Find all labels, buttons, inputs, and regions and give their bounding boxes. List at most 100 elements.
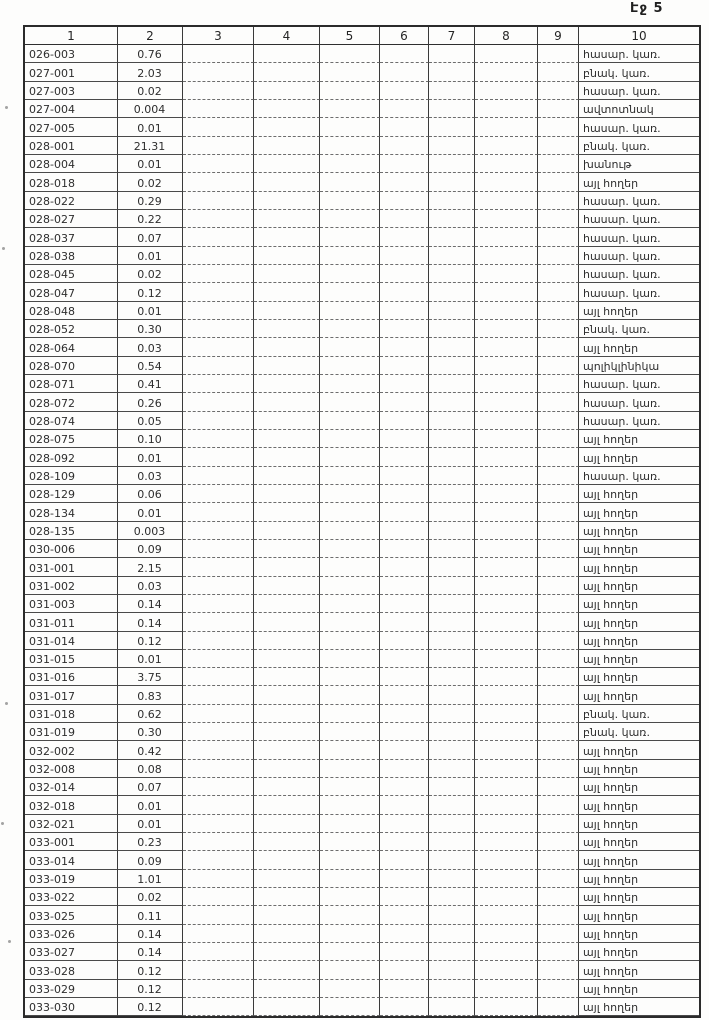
parcel-code: 032-014 — [25, 778, 118, 797]
empty-cell — [538, 576, 579, 595]
empty-cell — [320, 319, 380, 339]
empty-cell — [475, 503, 538, 522]
empty-cell — [429, 448, 475, 467]
empty-cell — [429, 429, 475, 449]
table-row: 030-006 0.09 այլ հողեր — [25, 539, 699, 559]
empty-cell — [475, 393, 538, 412]
empty-cell — [475, 81, 538, 100]
empty-cell — [429, 264, 475, 284]
table-body: 026-003 0.76 հասար. կառ. 027-001 2.03 բնակ. կ… — [25, 45, 699, 1017]
land-use-category: հասար. կառ. — [579, 247, 699, 265]
parcel-code: 033-029 — [25, 979, 118, 999]
empty-cell — [429, 723, 475, 742]
empty-cell — [380, 869, 429, 889]
area-value: 0.01 — [118, 118, 183, 137]
table-row: 028-092 0.01 այլ հողեր — [25, 448, 699, 467]
scan-speck-artifact — [8, 940, 11, 943]
empty-cell — [183, 979, 254, 999]
parcel-code: 028-135 — [25, 521, 118, 540]
empty-cell — [254, 961, 320, 980]
empty-cell — [183, 503, 254, 522]
empty-cell — [254, 356, 320, 375]
empty-cell — [429, 319, 475, 339]
empty-cell — [538, 998, 579, 1017]
empty-cell — [538, 943, 579, 962]
empty-cell — [254, 741, 320, 760]
table-row: 028-018 0.02 այլ հողեր — [25, 173, 699, 192]
table-row: 028-135 0.003 այլ հողեր — [25, 521, 699, 540]
empty-cell — [380, 998, 429, 1017]
parcel-code: 031-003 — [25, 594, 118, 614]
empty-cell — [183, 264, 254, 284]
empty-cell — [183, 851, 254, 870]
land-use-category: այլ հողեր — [579, 558, 699, 577]
empty-cell — [475, 943, 538, 962]
empty-cell — [475, 283, 538, 302]
empty-cell — [183, 943, 254, 962]
parcel-code: 031-001 — [25, 558, 118, 577]
table-row: 032-018 0.01 այլ հողեր — [25, 796, 699, 815]
empty-cell — [254, 503, 320, 522]
empty-cell — [538, 704, 579, 724]
empty-cell — [380, 888, 429, 907]
empty-cell — [429, 576, 475, 595]
empty-cell — [320, 338, 380, 357]
parcel-code: 028-134 — [25, 503, 118, 522]
parcel-code: 028-022 — [25, 191, 118, 210]
empty-cell — [183, 741, 254, 760]
empty-cell — [429, 99, 475, 119]
empty-cell — [183, 961, 254, 980]
empty-cell — [429, 228, 475, 247]
area-value: 0.004 — [118, 99, 183, 119]
empty-cell — [538, 924, 579, 944]
area-value: 0.02 — [118, 264, 183, 284]
empty-cell — [429, 154, 475, 174]
empty-cell — [429, 851, 475, 870]
empty-cell — [429, 961, 475, 980]
area-value: 0.10 — [118, 429, 183, 449]
table-row: 032-002 0.42 այլ հողեր — [25, 741, 699, 760]
empty-cell — [429, 613, 475, 632]
empty-cell — [320, 649, 380, 669]
empty-cell — [538, 539, 579, 559]
area-value: 0.01 — [118, 246, 183, 265]
empty-cell — [320, 888, 380, 907]
land-use-category: այլ հողեր — [579, 613, 699, 632]
empty-cell — [183, 759, 254, 779]
empty-cell — [380, 833, 429, 852]
table-row: 031-014 0.12 այլ հողեր — [25, 631, 699, 650]
empty-cell — [475, 906, 538, 925]
header-col-7: 7 — [429, 27, 475, 45]
empty-cell — [183, 521, 254, 540]
table-row: 028-070 0.54 պոլիկլինիկա — [25, 356, 699, 375]
empty-cell — [183, 209, 254, 229]
empty-cell — [380, 264, 429, 284]
land-use-category: այլ հողեր — [579, 796, 699, 815]
empty-cell — [538, 99, 579, 119]
parcel-code: 033-030 — [25, 998, 118, 1017]
parcel-code: 031-011 — [25, 613, 118, 632]
table-row: 026-003 0.76 հասար. կառ. — [25, 45, 699, 64]
empty-cell — [183, 338, 254, 357]
empty-cell — [320, 594, 380, 614]
parcel-code: 028-072 — [25, 393, 118, 412]
empty-cell — [538, 686, 579, 705]
empty-cell — [320, 154, 380, 174]
area-value: 0.14 — [118, 943, 183, 962]
empty-cell — [475, 796, 538, 815]
land-use-category: այլ հողեր — [579, 686, 699, 705]
parcel-code: 027-003 — [25, 81, 118, 100]
empty-cell — [429, 393, 475, 412]
empty-cell — [429, 943, 475, 962]
empty-cell — [538, 246, 579, 265]
empty-cell — [380, 796, 429, 815]
area-value: 21.31 — [118, 136, 183, 155]
parcel-code: 028-004 — [25, 154, 118, 174]
empty-cell — [320, 521, 380, 540]
empty-cell — [429, 411, 475, 430]
land-use-category: հասար. կառ. — [579, 412, 699, 430]
empty-cell — [254, 154, 320, 174]
empty-cell — [380, 594, 429, 614]
table-row: 028-064 0.03 այլ հողեր — [25, 338, 699, 357]
empty-cell — [380, 154, 429, 174]
